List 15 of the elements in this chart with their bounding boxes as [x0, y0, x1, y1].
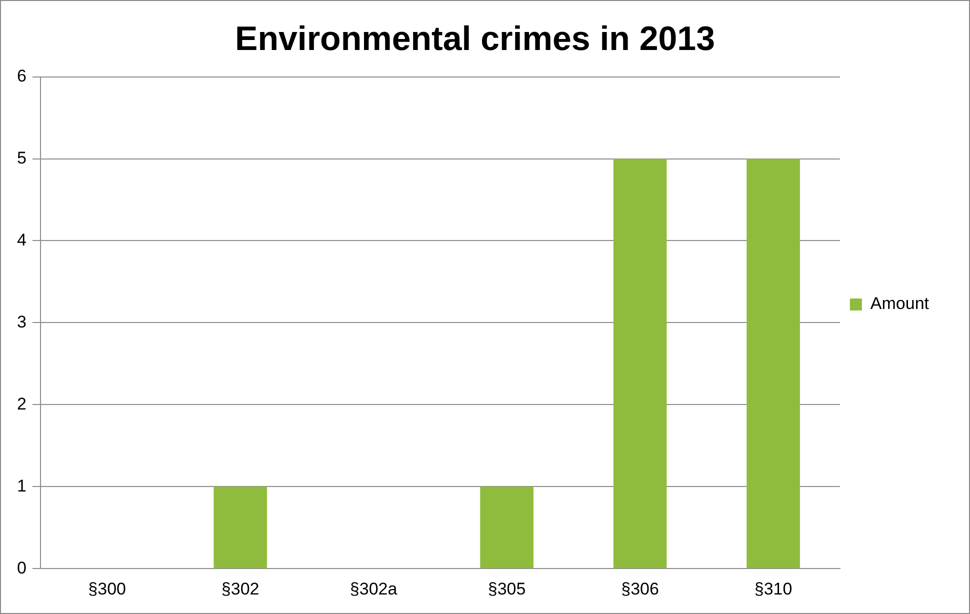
y-tick-label: 1 [16, 476, 26, 496]
y-tick-label: 4 [16, 230, 26, 250]
legend-label: Amount [870, 294, 930, 314]
y-tick-label: 0 [16, 558, 26, 578]
x-tick-label: §306 [621, 579, 659, 598]
x-tick-label: §302a [350, 579, 398, 598]
x-tick-label: §302 [221, 579, 260, 598]
x-tick-label: §300 [88, 579, 126, 598]
x-tick-label: §310 [754, 579, 792, 598]
x-tick-label: §305 [488, 579, 526, 598]
y-tick-label: 3 [16, 312, 26, 332]
y-tick-label: 6 [16, 66, 26, 86]
y-tick-label: 2 [16, 394, 26, 414]
y-tick-label: 5 [16, 148, 26, 168]
chart-title: Environmental crimes in 2013 [235, 20, 715, 58]
